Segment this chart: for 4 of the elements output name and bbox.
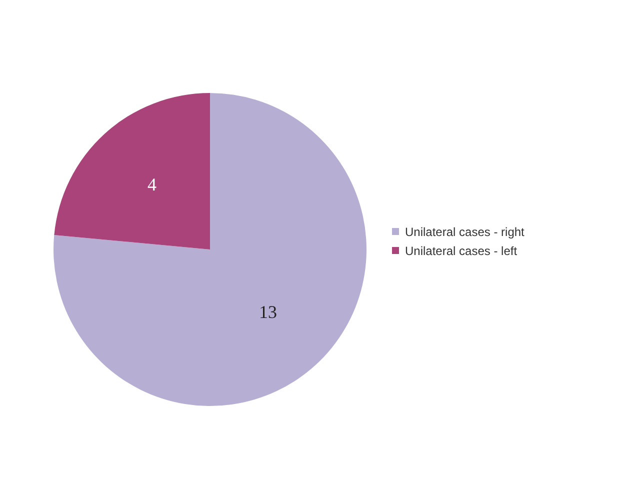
data-label: 13: [258, 302, 277, 322]
legend-label: Unilateral cases - left: [405, 244, 518, 258]
legend-label: Unilateral cases - right: [405, 224, 524, 238]
data-label: 4: [148, 174, 157, 195]
